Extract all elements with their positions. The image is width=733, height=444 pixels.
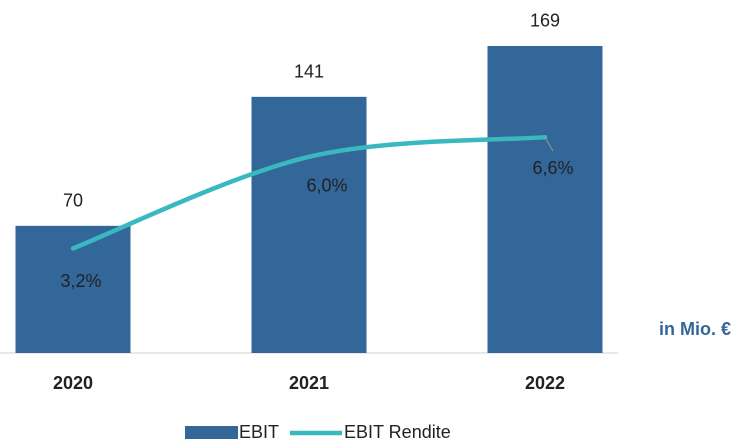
bar-value-label: 141 xyxy=(294,62,324,82)
line-value-label: 6,0% xyxy=(306,176,347,196)
legend-swatch xyxy=(185,426,238,439)
line-value-label: 3,2% xyxy=(60,271,101,291)
line-value-label: 6,6% xyxy=(532,158,573,178)
unit-annotation: in Mio. € xyxy=(659,319,731,339)
legend-label: EBIT xyxy=(239,422,279,442)
x-tick-label: 2021 xyxy=(289,373,329,393)
bar xyxy=(251,96,367,353)
bar-value-label: 70 xyxy=(63,191,83,211)
leader-line xyxy=(544,136,554,152)
legend-label: EBIT Rendite xyxy=(344,422,451,442)
x-tick-label: 2022 xyxy=(525,373,565,393)
bar xyxy=(487,45,603,353)
line xyxy=(70,134,548,251)
x-tick-label: 2020 xyxy=(53,373,93,393)
bar-value-label: 169 xyxy=(530,11,560,31)
